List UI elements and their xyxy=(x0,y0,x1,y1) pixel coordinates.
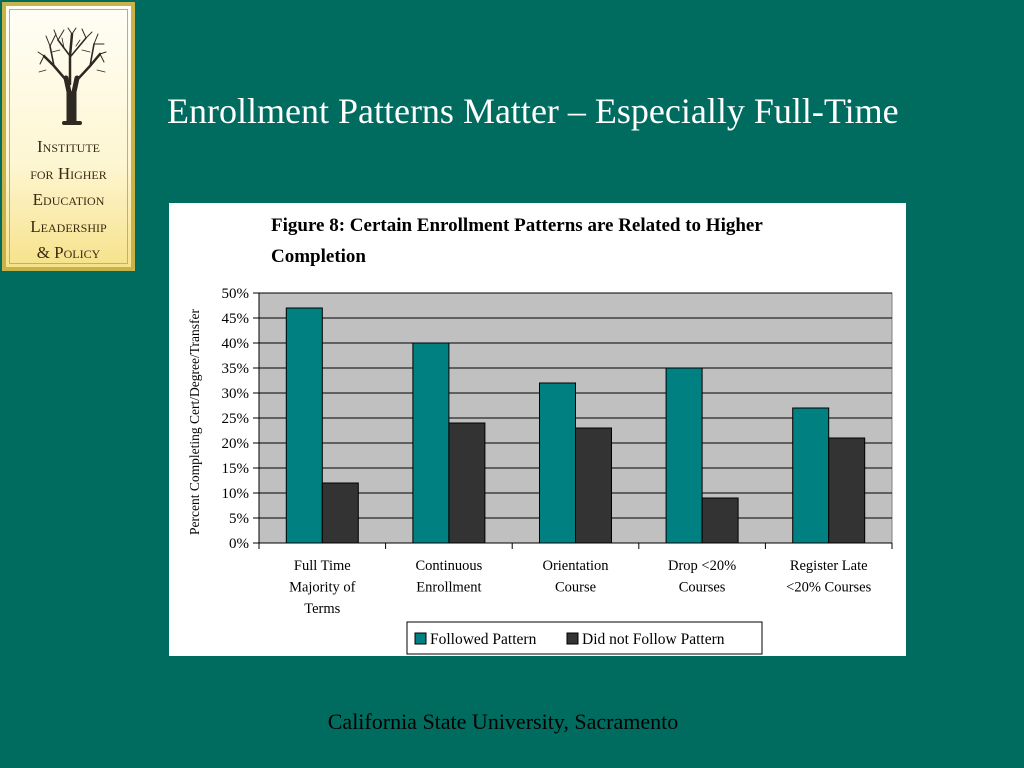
legend-label-2: Did not Follow Pattern xyxy=(582,631,725,648)
legend-swatch-1 xyxy=(414,632,427,645)
legend-box xyxy=(406,621,763,655)
bar-followed-2 xyxy=(412,342,450,544)
category-label-5-1: Register Late xyxy=(790,558,868,574)
y-tick-label-1: 5% xyxy=(229,511,249,527)
chart-title-line-2: Completion xyxy=(271,246,366,267)
logo-line-3: Education xyxy=(32,190,105,209)
category-label-3-2: Course xyxy=(555,580,596,596)
logo-line-5: & Policy xyxy=(36,243,101,262)
tree-icon xyxy=(37,27,107,125)
y-tick-label-3: 15% xyxy=(222,461,250,477)
category-label-1-1: Full Time xyxy=(294,558,351,574)
category-label-3-1: Orientation xyxy=(542,558,609,574)
y-tick-label-0: 0% xyxy=(229,536,249,552)
bar-followed-3 xyxy=(539,382,576,544)
category-label-4-1: Drop <20% xyxy=(668,558,736,574)
chart-panel: Figure 8: Certain Enrollment Patterns ar… xyxy=(169,203,906,656)
y-tick-label-4: 20% xyxy=(222,436,250,452)
logo-line-4: Leadership xyxy=(30,216,107,236)
chart-title-line-1: Figure 8: Certain Enrollment Patterns ar… xyxy=(271,215,763,236)
y-axis-label: Percent Completing Cert/Degree/Transfer xyxy=(187,309,202,535)
logo-text: Institute for Higher Education Leadershi… xyxy=(10,134,127,267)
bar-not-followed-2 xyxy=(448,422,486,544)
bar-not-followed-3 xyxy=(575,427,612,544)
y-tick-label-2: 10% xyxy=(222,486,250,502)
bar-followed-5 xyxy=(792,407,830,544)
category-label-5-2: <20% Courses xyxy=(786,580,871,596)
legend-swatch-2 xyxy=(566,632,579,645)
slide-title: Enrollment Patterns Matter – Especially … xyxy=(167,91,899,131)
slide-footer: California State University, Sacramento xyxy=(327,709,679,734)
bar-chart: Figure 8: Certain Enrollment Patterns ar… xyxy=(187,215,893,655)
bar-not-followed-5 xyxy=(828,437,866,544)
legend-label-1: Followed Pattern xyxy=(430,631,537,648)
category-label-2-1: Continuous xyxy=(415,558,482,574)
institute-logo: Institute for Higher Education Leadershi… xyxy=(2,2,135,271)
category-label-4-2: Courses xyxy=(679,580,726,596)
logo-line-2: for Higher xyxy=(30,163,107,183)
y-tick-label-6: 30% xyxy=(222,386,250,402)
category-label-1-2: Majority of xyxy=(289,580,356,596)
category-label-2-2: Enrollment xyxy=(416,580,481,596)
y-tick-label-7: 35% xyxy=(222,361,250,377)
bar-followed-4 xyxy=(665,367,703,544)
bar-not-followed-4 xyxy=(701,497,739,544)
y-tick-label-5: 25% xyxy=(222,411,250,427)
category-label-1-3: Terms xyxy=(304,601,340,617)
y-tick-label-9: 45% xyxy=(222,311,250,327)
logo-inner-border: Institute for Higher Education Leadershi… xyxy=(9,9,128,264)
y-tick-label-10: 50% xyxy=(222,286,250,302)
logo-line-1: Institute xyxy=(37,137,100,156)
bar-followed-1 xyxy=(285,307,323,544)
y-tick-label-8: 40% xyxy=(222,336,250,352)
bar-not-followed-1 xyxy=(321,482,359,544)
